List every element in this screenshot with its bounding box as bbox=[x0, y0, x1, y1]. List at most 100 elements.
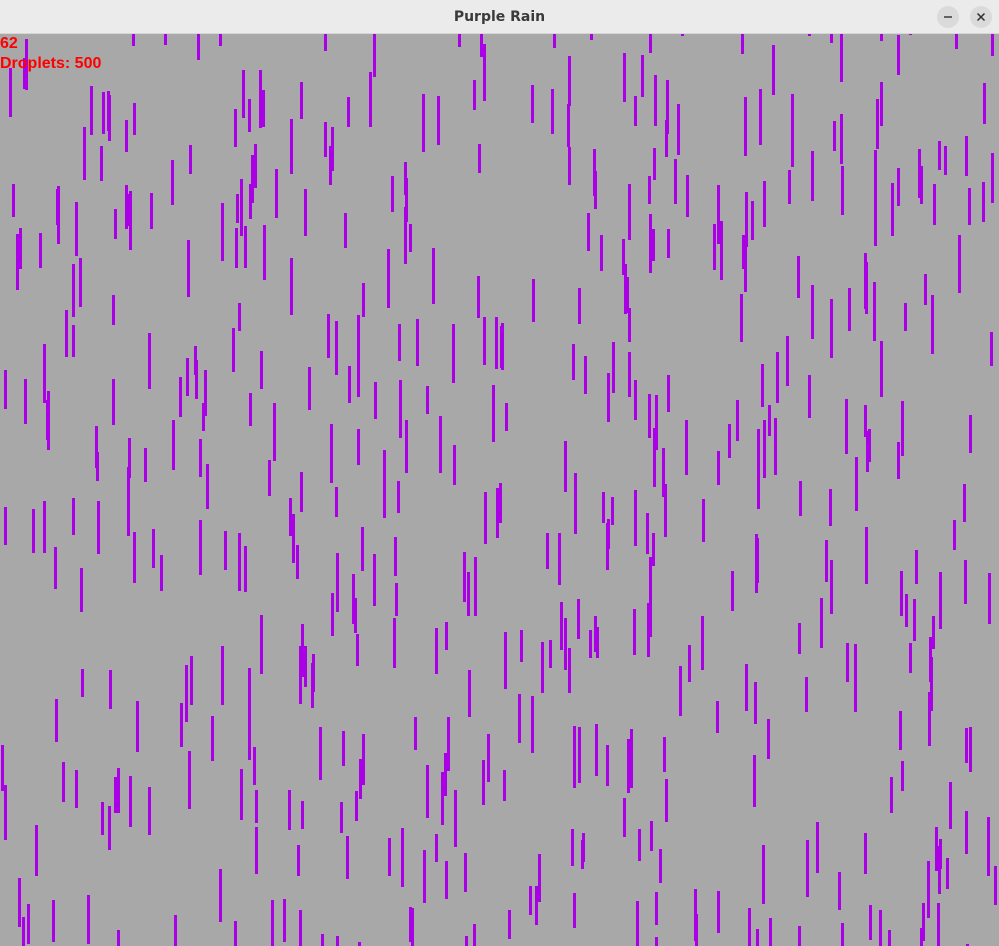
rain-droplet bbox=[127, 194, 130, 226]
rain-droplet bbox=[553, 34, 556, 48]
rain-droplet bbox=[549, 640, 552, 668]
rain-droplet bbox=[991, 153, 994, 203]
rain-droplet bbox=[23, 58, 26, 89]
rain-droplet bbox=[240, 769, 243, 820]
rain-droplet bbox=[949, 782, 952, 829]
rain-droplet bbox=[649, 214, 652, 273]
rain-droplet bbox=[236, 194, 239, 223]
close-button[interactable] bbox=[970, 6, 992, 28]
rain-droplet bbox=[112, 295, 115, 325]
rain-droplet bbox=[189, 145, 192, 174]
rain-droplet bbox=[564, 441, 567, 492]
rain-droplet bbox=[452, 324, 455, 383]
rain-droplet bbox=[624, 264, 627, 314]
rain-droplet bbox=[531, 85, 534, 123]
rain-droplet bbox=[913, 599, 916, 641]
rain-droplet bbox=[897, 35, 900, 75]
rain-droplet bbox=[296, 545, 299, 579]
rain-droplet bbox=[744, 97, 747, 156]
rain-droplet bbox=[206, 464, 209, 509]
rain-droplet bbox=[348, 366, 351, 403]
rain-droplet bbox=[761, 364, 764, 407]
rain-droplet bbox=[248, 707, 251, 760]
rain-droplet bbox=[634, 380, 637, 420]
rain-droplet bbox=[988, 573, 991, 624]
rain-droplet bbox=[568, 648, 571, 693]
rain-droplet bbox=[667, 375, 670, 412]
rain-droplet bbox=[931, 295, 934, 337]
rain-droplet bbox=[736, 400, 739, 441]
rain-droplet bbox=[741, 34, 744, 54]
rain-droplet bbox=[414, 717, 417, 750]
rain-droplet bbox=[869, 905, 872, 940]
rain-droplet bbox=[283, 899, 286, 942]
rain-droplet bbox=[9, 68, 12, 117]
rain-droplet bbox=[129, 191, 132, 250]
rain-droplet bbox=[607, 519, 610, 549]
rain-droplet bbox=[128, 438, 131, 478]
rain-droplet bbox=[799, 481, 802, 516]
rain-droplet bbox=[634, 96, 637, 126]
rain-droplet bbox=[473, 924, 476, 946]
rain-droplet bbox=[880, 341, 883, 397]
droplet-count: Droplets: 500 bbox=[0, 55, 102, 72]
fps-counter: 62 bbox=[0, 35, 18, 52]
rain-droplet bbox=[404, 207, 407, 264]
rain-droplet bbox=[204, 370, 207, 416]
rain-droplet bbox=[938, 141, 941, 170]
rain-droplet bbox=[641, 55, 644, 97]
rain-droplet bbox=[816, 822, 819, 873]
rain-droplet bbox=[845, 413, 848, 454]
rain-droplet bbox=[820, 598, 823, 648]
rain-droplet bbox=[248, 668, 251, 714]
rain-droplet bbox=[994, 866, 997, 905]
rain-droplet bbox=[797, 256, 800, 298]
rain-droplet bbox=[628, 352, 631, 397]
rain-droplet bbox=[114, 209, 117, 239]
rain-droplet bbox=[477, 276, 480, 318]
rain-droplet bbox=[358, 942, 361, 946]
rain-droplet bbox=[808, 34, 811, 36]
rain-droplet bbox=[369, 72, 372, 127]
rain-droplet bbox=[731, 571, 734, 611]
rain-droplet bbox=[663, 737, 666, 772]
rain-droplet bbox=[342, 731, 345, 766]
rain-droplet bbox=[891, 183, 894, 236]
rain-droplet bbox=[79, 258, 82, 307]
title-bar[interactable]: Purple Rain bbox=[0, 0, 999, 34]
rain-droplet bbox=[982, 182, 985, 222]
rain-droplet bbox=[650, 821, 653, 851]
rain-droplet bbox=[299, 646, 302, 704]
rain-droplet bbox=[646, 513, 649, 554]
rain-droplet bbox=[846, 643, 849, 682]
rain-droplet bbox=[909, 643, 912, 673]
rain-droplet bbox=[568, 147, 571, 185]
rain-droplet bbox=[695, 914, 698, 946]
minimize-button[interactable] bbox=[937, 6, 959, 28]
rain-droplet bbox=[405, 178, 408, 222]
rain-droplet bbox=[665, 120, 668, 157]
rain-droplet bbox=[572, 344, 575, 380]
rain-droplet bbox=[922, 903, 925, 941]
rain-droplet bbox=[864, 405, 867, 437]
rain-droplet bbox=[811, 151, 814, 201]
rain-droplet bbox=[255, 790, 258, 823]
rain-droplet bbox=[768, 405, 771, 436]
rain-droplet bbox=[520, 630, 523, 662]
rain-droplet bbox=[83, 127, 86, 180]
rain-droplet bbox=[55, 699, 58, 742]
rain-droplet bbox=[638, 829, 641, 861]
rain-droplet bbox=[393, 618, 396, 668]
rain-droplet bbox=[612, 342, 615, 393]
rain-droplet bbox=[327, 314, 330, 358]
rain-droplet bbox=[458, 34, 461, 47]
rain-droplet bbox=[829, 489, 832, 526]
rain-droplet bbox=[880, 82, 883, 126]
rain-droplet bbox=[22, 936, 25, 946]
rain-droplet bbox=[234, 921, 237, 946]
rain-droplet bbox=[4, 370, 7, 409]
rain-droplet bbox=[879, 910, 882, 946]
rain-droplet bbox=[740, 294, 743, 342]
rain-droplet bbox=[963, 484, 966, 522]
rain-droplet bbox=[830, 560, 833, 614]
